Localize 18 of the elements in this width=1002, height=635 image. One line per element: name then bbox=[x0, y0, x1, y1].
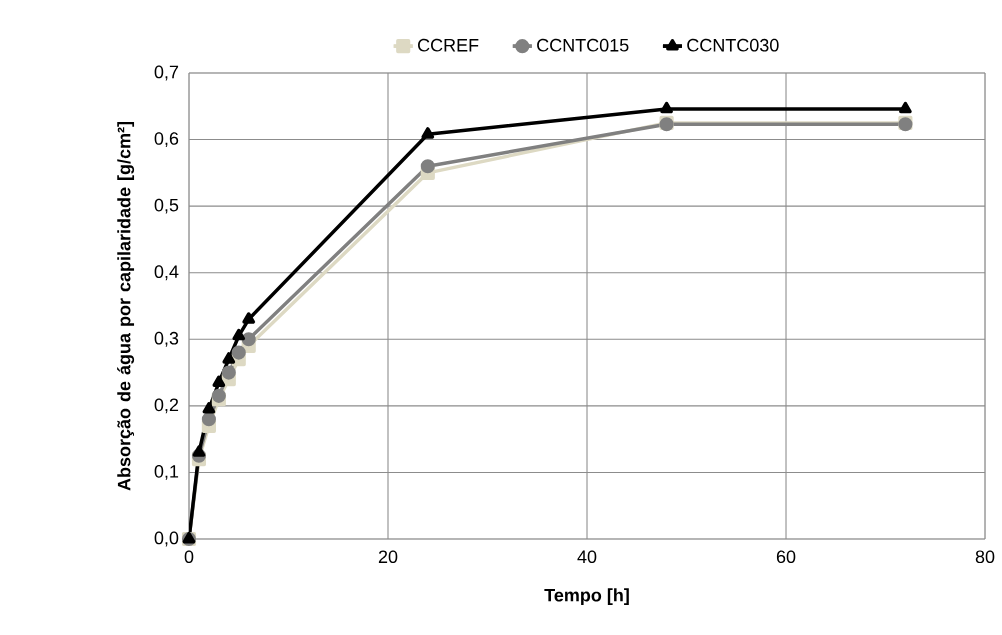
y-tick-label: 0,0 bbox=[154, 531, 179, 547]
legend-label: CCREF bbox=[418, 38, 479, 52]
x-tick-label: 20 bbox=[378, 550, 398, 564]
y-tick-label: 0,7 bbox=[154, 65, 179, 81]
y-tick-label: 0,2 bbox=[154, 398, 179, 414]
legend-label: CCNTC030 bbox=[687, 38, 779, 52]
y-axis-title: Absorção de água por capilaridade [g/cm²] bbox=[117, 121, 135, 491]
y-tick-label: 0,3 bbox=[154, 331, 179, 347]
y-tick-label: 0,6 bbox=[154, 132, 179, 147]
x-tick-label: 0 bbox=[184, 550, 194, 564]
y-tick-label: 0,1 bbox=[154, 464, 179, 480]
x-tick-label: 60 bbox=[776, 550, 796, 564]
legend-label: CCNTC015 bbox=[537, 38, 629, 52]
x-axis-title: Tempo [h] bbox=[544, 588, 629, 606]
y-tick-label: 0,4 bbox=[154, 265, 179, 281]
y-tick-label: 0,5 bbox=[154, 198, 179, 214]
x-tick-label: 80 bbox=[975, 550, 995, 564]
x-tick-label: 40 bbox=[577, 550, 597, 564]
